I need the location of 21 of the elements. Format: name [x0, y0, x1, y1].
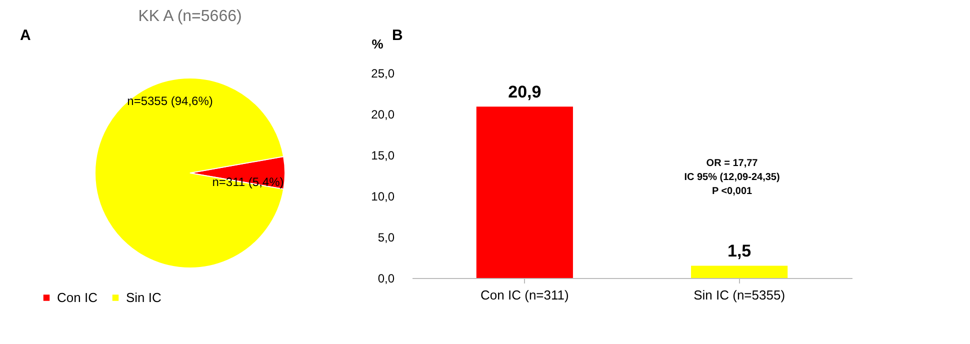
annotation: OR = 17,77: [706, 158, 758, 169]
pie-slice: [94, 78, 284, 268]
x-tick-label: Con IC (n=311): [480, 288, 569, 302]
data-label: n=5355 (94,6%): [127, 94, 213, 108]
legend-label: Con IC: [57, 290, 98, 305]
legend-label: Sin IC: [126, 290, 162, 305]
annotation: P <0,001: [712, 186, 752, 197]
text: B: [392, 27, 403, 44]
text: A: [20, 27, 31, 44]
y-tick-label: 15,0: [371, 148, 395, 162]
y-tick-label: 5,0: [378, 230, 395, 244]
annotation: IC 95% (12,09-24,35): [684, 172, 780, 183]
y-tick-label: 0,0: [378, 272, 395, 286]
y-tick-label: 25,0: [371, 66, 395, 80]
y-tick-label: 20,0: [371, 108, 395, 122]
chart-title: KK A (n=5666): [138, 8, 242, 25]
data-label: 20,9: [508, 82, 542, 102]
y-axis-title: %: [372, 36, 384, 52]
x-tick-label: Sin IC (n=5355): [694, 288, 786, 302]
y-tick-label: 10,0: [371, 190, 395, 204]
data-label: 1,5: [727, 242, 752, 261]
